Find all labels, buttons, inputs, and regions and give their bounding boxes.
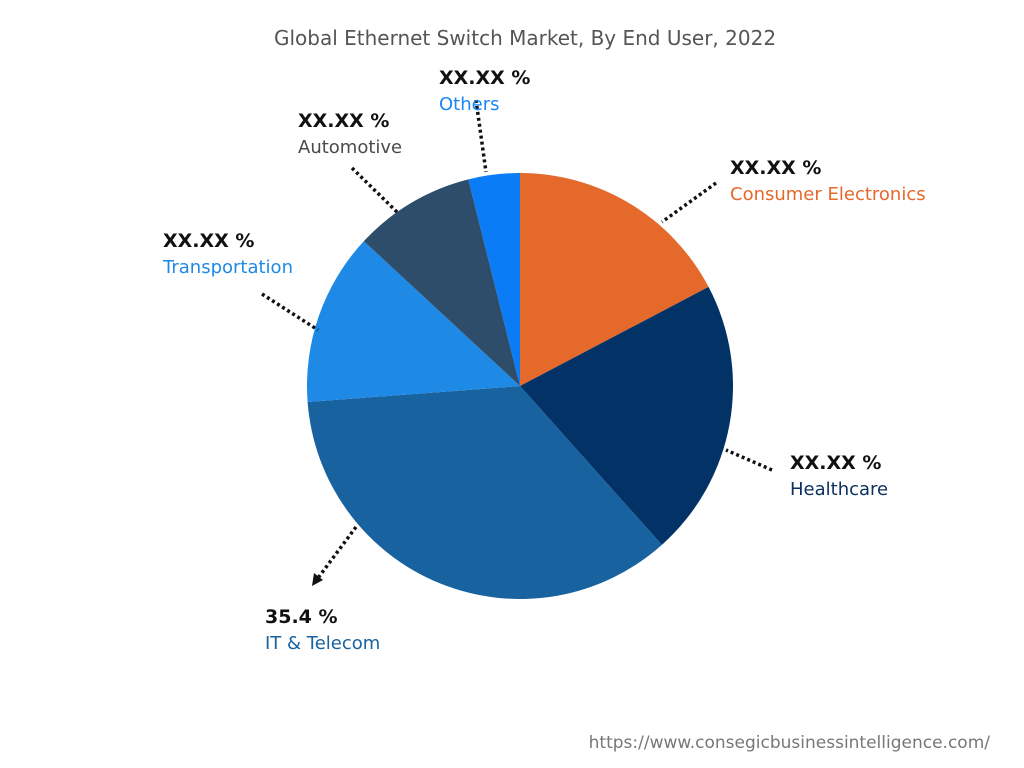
leader-line [660, 181, 718, 224]
slice-value-label: XX.XX % [730, 157, 821, 179]
slice-category-label: Transportation [162, 257, 293, 278]
slice-category-label: Healthcare [790, 479, 888, 500]
arrowhead-icon [312, 573, 323, 586]
slice-value-label: XX.XX % [163, 230, 254, 252]
leader-line [474, 99, 488, 173]
slice-value-label: XX.XX % [298, 110, 389, 132]
slice-category-label: Automotive [298, 137, 402, 158]
leader-line [261, 292, 319, 332]
pie-slice-healthcare [520, 286, 733, 545]
slice-value-label: 35.4 % [265, 606, 338, 628]
slice-value-label: XX.XX % [790, 452, 881, 474]
slice-category-label: IT & Telecom [265, 633, 380, 654]
pie-slice-consumer-electronics [520, 173, 709, 386]
slice-value-label: XX.XX % [439, 67, 530, 89]
slice-category-label: Consumer Electronics [730, 184, 926, 205]
slice-category-label: Others [439, 94, 500, 115]
pie-slice-automotive [363, 179, 520, 386]
pie-slice-transportation [307, 241, 520, 403]
leader-line [350, 166, 400, 215]
leader-line [316, 525, 358, 580]
source-url[interactable]: https://www.consegicbusinessintelligence… [589, 733, 991, 753]
chart-title: Global Ethernet Switch Market, By End Us… [274, 26, 776, 50]
pie-slice-it-telecom [307, 386, 662, 599]
pie-slice-others [468, 173, 520, 386]
leader-line [725, 448, 773, 472]
